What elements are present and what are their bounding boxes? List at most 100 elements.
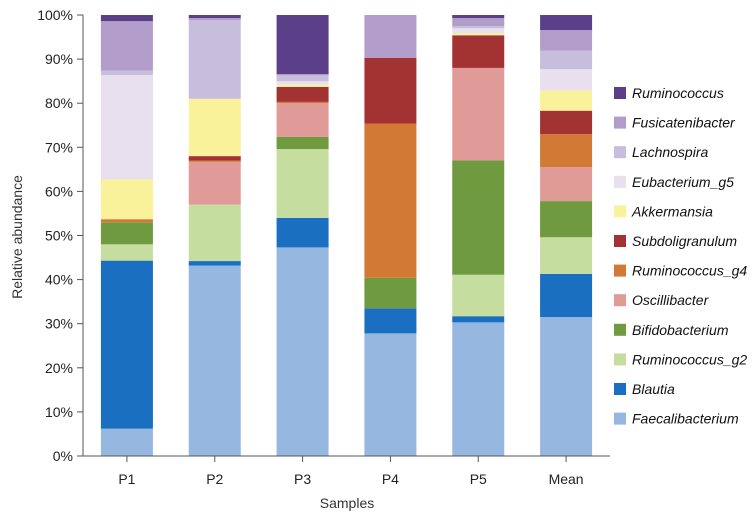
bar-segment <box>276 103 329 137</box>
bar-segment <box>364 57 417 124</box>
bar-segment <box>452 274 505 317</box>
bar-segment <box>452 15 505 19</box>
bar-segment <box>540 50 593 70</box>
bar-segment <box>100 70 153 75</box>
legend-label: Akkermansia <box>631 203 713 219</box>
legend-swatch <box>614 205 626 218</box>
x-tick-label: P4 <box>382 471 399 487</box>
y-tick-label: 10% <box>45 404 73 420</box>
bar-segment <box>188 161 241 205</box>
axes <box>82 15 610 457</box>
y-tick-label: 50% <box>45 228 73 244</box>
bar-segment <box>188 261 241 266</box>
bar-segment <box>100 179 153 220</box>
x-tick-label: P1 <box>118 471 135 487</box>
bar-segment <box>364 15 417 58</box>
bar-segment <box>540 69 593 91</box>
bar-segment <box>452 33 505 36</box>
bar-segment <box>100 428 153 456</box>
y-axis-title: Relative abundance <box>9 175 25 299</box>
y-tick-label: 0% <box>53 448 73 464</box>
bar-segment <box>276 74 329 76</box>
x-tick-label: Mean <box>549 471 584 487</box>
bars <box>100 15 593 456</box>
bar-segment <box>188 160 241 162</box>
bar-segment <box>276 217 329 248</box>
y-axis-ticks: 0% 10% 20% 30% 40% 50% 60% 70% 80% 90% 100% <box>37 7 83 464</box>
bar-segment <box>100 21 153 71</box>
legend-label: Ruminococcus_g2 <box>632 351 747 367</box>
legend-label: Subdoligranulum <box>632 233 737 249</box>
bar-segment <box>364 123 417 278</box>
bar-segment <box>540 90 593 111</box>
legend-label: Ruminococcus <box>632 85 724 101</box>
bar-segment <box>276 149 329 218</box>
legend-swatch <box>614 116 626 129</box>
bar-segment <box>452 322 505 456</box>
bar-segment <box>100 222 153 245</box>
bar-segment <box>540 15 593 30</box>
bar-segment <box>364 277 417 309</box>
bar-segment <box>540 317 593 456</box>
legend-label: Eubacterium_g5 <box>632 174 734 190</box>
bar-segment <box>100 74 153 180</box>
bar-segment <box>364 308 417 334</box>
bar-segment <box>540 134 593 168</box>
x-tick-label: P2 <box>206 471 223 487</box>
x-tick-label: P3 <box>294 471 311 487</box>
bar-segment <box>100 244 153 261</box>
bar-segment <box>540 201 593 238</box>
bar-segment <box>100 260 153 429</box>
bar-segment <box>276 101 329 104</box>
bar-segment <box>276 247 329 456</box>
bar-segment <box>540 273 593 318</box>
bar-segment <box>188 156 241 161</box>
legend-swatch <box>614 323 626 336</box>
legend: Ruminococcus Fusicatenibacter Lachnospira E… <box>614 85 747 427</box>
legend-swatch <box>614 235 626 247</box>
y-tick-label: 80% <box>45 95 73 111</box>
y-tick-label: 30% <box>45 316 73 332</box>
bar-segment <box>452 160 505 275</box>
bar-segment <box>540 237 593 274</box>
y-tick-label: 90% <box>45 51 73 67</box>
bar-segment <box>276 136 329 150</box>
bar-segment <box>276 75 329 82</box>
bar-segment <box>452 26 505 29</box>
x-axis-title: Samples <box>320 495 374 511</box>
bar-segment <box>364 333 417 456</box>
legend-swatch <box>614 353 626 366</box>
legend-label: Faecalibacterium <box>632 411 739 427</box>
bar-segment <box>540 110 593 135</box>
bar-segment <box>100 219 153 223</box>
y-tick-label: 20% <box>45 360 73 376</box>
bar-segment <box>452 18 505 27</box>
legend-swatch <box>614 87 626 99</box>
bar-segment <box>188 20 241 99</box>
x-axis-ticks: P1 P2 P3 P4 P5 Mean <box>118 456 584 487</box>
bar-segment <box>452 28 505 34</box>
bar-segment <box>276 15 329 75</box>
y-tick-label: 70% <box>45 139 73 155</box>
y-tick-label: 40% <box>45 272 73 288</box>
bar-segment <box>188 265 241 456</box>
bar-segment <box>276 81 329 85</box>
legend-swatch <box>614 175 626 188</box>
legend-label: Lachnospira <box>632 144 708 160</box>
bar-segment <box>452 316 505 323</box>
bar-segment <box>540 29 593 51</box>
legend-label: Bifidobacterium <box>632 322 729 338</box>
bar-segment <box>100 15 153 22</box>
legend-label: Oscillibacter <box>632 292 710 308</box>
bar-segment <box>452 35 505 68</box>
bar-segment <box>188 15 241 19</box>
legend-swatch <box>614 383 626 395</box>
legend-label: Ruminococcus_g4 <box>632 263 747 279</box>
bar-segment <box>188 98 241 157</box>
bar-segment <box>276 86 329 102</box>
x-tick-label: P5 <box>470 471 487 487</box>
bar-segment <box>276 84 329 87</box>
y-tick-label: 60% <box>45 183 73 199</box>
bar-segment <box>188 204 241 262</box>
